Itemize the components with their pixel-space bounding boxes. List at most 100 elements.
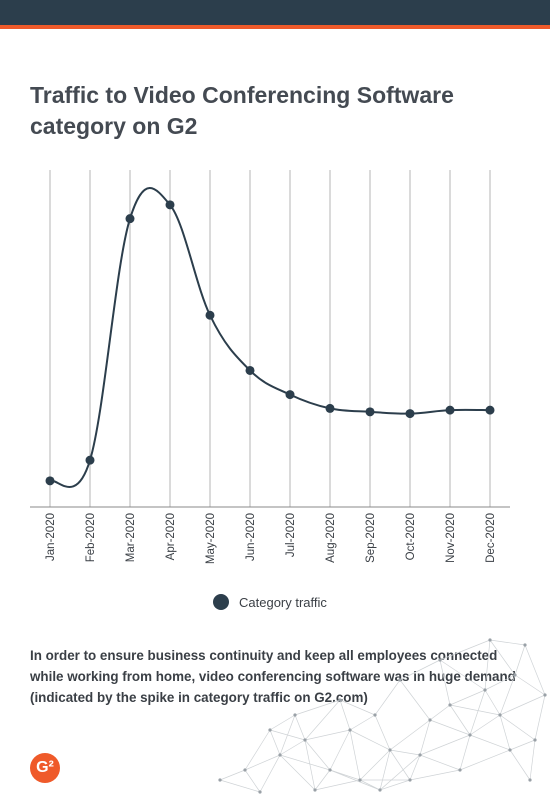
legend-marker-icon bbox=[213, 594, 229, 610]
network-node bbox=[388, 748, 392, 752]
network-node bbox=[483, 688, 487, 692]
network-edge bbox=[269, 714, 296, 731]
line-chart: Jan-2020 Feb-2020 Mar-2020 Apr-2020 May-2020… bbox=[30, 170, 510, 564]
network-edge bbox=[304, 739, 331, 771]
x-tick-label: Dec-2020 bbox=[485, 513, 497, 563]
network-node bbox=[243, 768, 247, 772]
network-node bbox=[278, 753, 282, 757]
network-edge bbox=[469, 714, 501, 736]
network-edge bbox=[269, 729, 281, 756]
data-point-may-2020 bbox=[205, 310, 215, 320]
network-edge bbox=[489, 639, 516, 676]
network-node bbox=[373, 713, 377, 717]
x-tick-label: Jul-2020 bbox=[285, 513, 297, 557]
data-point-jan-2020 bbox=[45, 476, 55, 486]
data-point-apr-2020 bbox=[165, 200, 175, 210]
x-tick-label: Nov-2020 bbox=[445, 513, 457, 563]
network-edge bbox=[359, 779, 381, 791]
network-edge bbox=[244, 769, 261, 793]
network-node bbox=[358, 778, 362, 782]
network-edge bbox=[459, 749, 511, 771]
network-edge bbox=[259, 754, 281, 793]
data-point-sep-2020 bbox=[365, 407, 375, 417]
network-node bbox=[448, 703, 452, 707]
network-node bbox=[513, 673, 517, 677]
network-edge bbox=[349, 714, 376, 731]
g2-logo-icon: G² bbox=[30, 753, 60, 783]
network-node bbox=[398, 678, 402, 682]
data-point-jul-2020 bbox=[285, 390, 295, 400]
network-edge bbox=[469, 689, 486, 736]
network-node bbox=[313, 788, 317, 792]
network-edge bbox=[304, 699, 341, 741]
network-edge bbox=[514, 674, 546, 696]
data-point-dec-2020 bbox=[485, 405, 495, 415]
x-tick-label: Mar-2020 bbox=[125, 513, 137, 562]
network-edge bbox=[499, 714, 511, 751]
chart-title: Traffic to Video Conferencing Software c… bbox=[30, 82, 454, 139]
network-node bbox=[418, 753, 422, 757]
network-edge bbox=[294, 714, 306, 741]
network-edge bbox=[314, 769, 331, 791]
network-edge bbox=[419, 734, 471, 756]
x-tick-label: Aug-2020 bbox=[325, 513, 337, 563]
network-edge bbox=[374, 714, 391, 751]
network-edge bbox=[329, 729, 351, 771]
network-edge bbox=[314, 779, 361, 791]
x-tick-label: Oct-2020 bbox=[405, 513, 417, 560]
data-point-feb-2020 bbox=[85, 455, 95, 465]
network-edge bbox=[514, 644, 526, 676]
network-node bbox=[438, 658, 442, 662]
legend-label: Category traffic bbox=[239, 594, 327, 610]
network-edge bbox=[449, 704, 471, 736]
network-edge bbox=[484, 639, 491, 691]
network-edge bbox=[279, 739, 306, 756]
x-tick-label: Jun-2020 bbox=[245, 513, 257, 561]
network-node bbox=[293, 713, 297, 717]
network-edge bbox=[349, 729, 361, 781]
data-point-mar-2020 bbox=[125, 214, 135, 224]
network-edge bbox=[389, 749, 421, 756]
network-edge bbox=[244, 729, 271, 771]
network-edge bbox=[244, 754, 281, 771]
network-edge bbox=[459, 734, 471, 771]
network-node bbox=[338, 698, 342, 702]
network-edge bbox=[304, 739, 316, 791]
network-node bbox=[523, 643, 527, 647]
network-node bbox=[533, 738, 537, 742]
network-node bbox=[508, 748, 512, 752]
network-edge bbox=[349, 729, 391, 751]
network-edge bbox=[219, 769, 246, 781]
x-tick-label: May-2020 bbox=[205, 513, 217, 564]
network-edge bbox=[509, 739, 536, 751]
network-node bbox=[408, 778, 412, 782]
network-node bbox=[378, 788, 382, 792]
network-edge bbox=[499, 714, 536, 741]
data-point-nov-2020 bbox=[445, 405, 455, 415]
x-tick-label: Feb-2020 bbox=[85, 513, 97, 562]
network-edge bbox=[499, 694, 546, 716]
network-node bbox=[498, 713, 502, 717]
network-edge bbox=[484, 674, 516, 691]
network-edge bbox=[419, 719, 431, 756]
network-edge bbox=[439, 659, 451, 706]
network-edge bbox=[279, 754, 331, 771]
network-node bbox=[543, 693, 547, 697]
network-decoration-icon bbox=[218, 638, 547, 794]
network-edge bbox=[379, 749, 391, 791]
network-node bbox=[303, 738, 307, 742]
series-line-category-traffic bbox=[49, 187, 491, 488]
network-edge bbox=[534, 694, 546, 741]
network-edge bbox=[509, 749, 531, 781]
data-point-oct-2020 bbox=[405, 409, 415, 419]
network-edge bbox=[429, 719, 471, 736]
x-tick-label: Jan-2020 bbox=[45, 513, 57, 561]
network-edge bbox=[429, 704, 451, 721]
network-edge bbox=[439, 639, 491, 661]
network-node bbox=[258, 790, 262, 794]
footnote-text: In order to ensure business continuity a… bbox=[30, 648, 516, 705]
network-edge bbox=[329, 769, 381, 791]
x-tick-label: Sep-2020 bbox=[365, 513, 377, 563]
network-node bbox=[268, 728, 272, 732]
network-edge bbox=[399, 679, 431, 721]
